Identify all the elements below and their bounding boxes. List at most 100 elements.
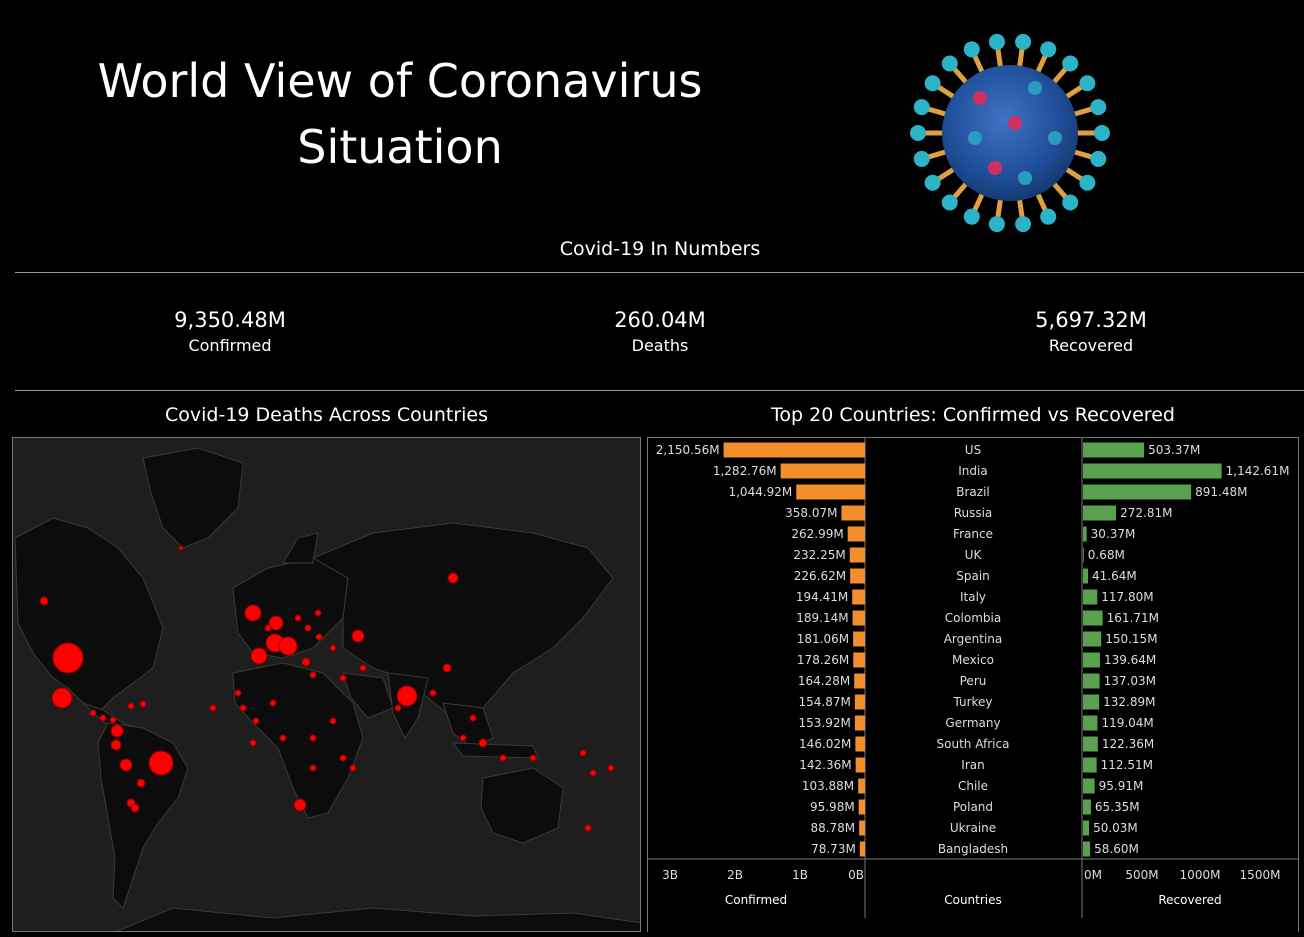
death-bubble[interactable] [339, 754, 347, 762]
death-bubble[interactable] [109, 716, 117, 724]
recovered-bar[interactable] [1083, 841, 1091, 857]
death-bubble[interactable] [529, 754, 537, 762]
recovered-bar[interactable] [1083, 694, 1100, 710]
death-bubble[interactable] [339, 674, 347, 682]
death-bubble[interactable] [429, 689, 437, 697]
death-bubble[interactable] [304, 624, 312, 632]
death-bubble[interactable] [252, 717, 260, 725]
death-bubble[interactable] [351, 629, 365, 643]
death-bubble[interactable] [110, 724, 124, 738]
recovered-bar[interactable] [1083, 736, 1098, 752]
death-bubble[interactable] [264, 624, 272, 632]
recovered-bar[interactable] [1083, 652, 1100, 668]
confirmed-bar[interactable] [849, 547, 865, 563]
death-bubble[interactable] [110, 739, 122, 751]
recovered-bar[interactable] [1083, 505, 1117, 521]
death-bubble[interactable] [51, 687, 73, 709]
death-bubble[interactable] [394, 704, 402, 712]
death-bubble[interactable] [139, 700, 147, 708]
confirmed-bar[interactable] [847, 526, 865, 542]
recovered-bar[interactable] [1083, 631, 1102, 647]
death-bubble[interactable] [119, 758, 133, 772]
death-bubble[interactable] [329, 717, 337, 725]
recovered-bar[interactable] [1083, 568, 1089, 584]
death-bubble[interactable] [209, 704, 217, 712]
death-bubble[interactable] [396, 685, 418, 707]
death-bubble[interactable] [279, 734, 287, 742]
confirmed-bar[interactable] [854, 673, 865, 689]
death-bubble[interactable] [309, 671, 317, 679]
world-map-svg[interactable] [13, 438, 641, 932]
death-bubble[interactable] [130, 803, 140, 813]
recovered-bar[interactable] [1083, 715, 1098, 731]
death-bubble[interactable] [268, 615, 284, 631]
recovered-bar[interactable] [1083, 463, 1222, 479]
confirmed-bar[interactable] [853, 652, 865, 668]
recovered-bar[interactable] [1083, 610, 1103, 626]
confirmed-bar[interactable] [852, 610, 865, 626]
death-bubble[interactable] [459, 734, 467, 742]
death-bubble[interactable] [607, 764, 615, 772]
confirmed-bar[interactable] [853, 631, 865, 647]
death-bubble[interactable] [442, 663, 452, 673]
recovered-bar[interactable] [1083, 442, 1145, 458]
death-bubble[interactable] [469, 714, 477, 722]
death-bubble[interactable] [349, 764, 357, 772]
recovered-bar[interactable] [1083, 589, 1098, 605]
death-bubble[interactable] [239, 704, 247, 712]
death-bubble[interactable] [136, 778, 146, 788]
virus-surface-spot [973, 91, 987, 105]
confirmed-bar[interactable] [796, 484, 865, 500]
death-bubble[interactable] [499, 754, 507, 762]
confirmed-bar[interactable] [858, 778, 865, 794]
death-bubble[interactable] [589, 769, 597, 777]
deaths-map[interactable] [12, 437, 641, 932]
death-bubble[interactable] [329, 644, 337, 652]
death-bubble[interactable] [127, 702, 135, 710]
death-bubble[interactable] [178, 545, 184, 551]
death-bubble[interactable] [478, 738, 488, 748]
death-bubble[interactable] [99, 714, 107, 722]
death-bubble[interactable] [269, 699, 277, 707]
recovered-bar[interactable] [1083, 484, 1192, 500]
death-bubble[interactable] [315, 633, 323, 641]
confirmed-bar[interactable] [841, 505, 865, 521]
confirmed-bar[interactable] [855, 757, 865, 773]
death-bubble[interactable] [309, 734, 317, 742]
death-bubble[interactable] [89, 709, 97, 717]
recovered-bar[interactable] [1083, 820, 1090, 836]
death-bubble[interactable] [39, 596, 49, 606]
recovered-bar[interactable] [1083, 673, 1100, 689]
death-bubble[interactable] [234, 689, 242, 697]
death-bubble[interactable] [52, 642, 84, 674]
recovered-bar[interactable] [1083, 547, 1084, 563]
death-bubble[interactable] [359, 664, 367, 672]
confirmed-bar[interactable] [854, 715, 865, 731]
confirmed-bar[interactable] [858, 799, 865, 815]
recovered-bar[interactable] [1083, 757, 1097, 773]
death-bubble[interactable] [447, 572, 459, 584]
recovered-bar[interactable] [1083, 799, 1091, 815]
confirmed-bar[interactable] [859, 841, 865, 857]
death-bubble[interactable] [584, 824, 592, 832]
confirmed-bar[interactable] [723, 442, 865, 458]
death-bubble[interactable] [579, 749, 587, 757]
confirmed-bar[interactable] [854, 694, 865, 710]
recovered-bar[interactable] [1083, 778, 1095, 794]
recovered-bar[interactable] [1083, 526, 1087, 542]
death-bubble[interactable] [314, 609, 322, 617]
death-bubble[interactable] [309, 764, 317, 772]
death-bubble[interactable] [293, 798, 307, 812]
death-bubble[interactable] [294, 614, 302, 622]
confirmed-bar[interactable] [780, 463, 865, 479]
confirmed-bar[interactable] [855, 736, 865, 752]
death-bubble[interactable] [148, 750, 174, 776]
death-bubble[interactable] [250, 647, 268, 665]
death-bubble[interactable] [244, 604, 262, 622]
death-bubble[interactable] [301, 657, 311, 667]
confirmed-bar[interactable] [852, 589, 865, 605]
death-bubble[interactable] [249, 739, 257, 747]
death-bubble[interactable] [278, 636, 298, 656]
confirmed-bar[interactable] [850, 568, 865, 584]
confirmed-bar[interactable] [859, 820, 865, 836]
